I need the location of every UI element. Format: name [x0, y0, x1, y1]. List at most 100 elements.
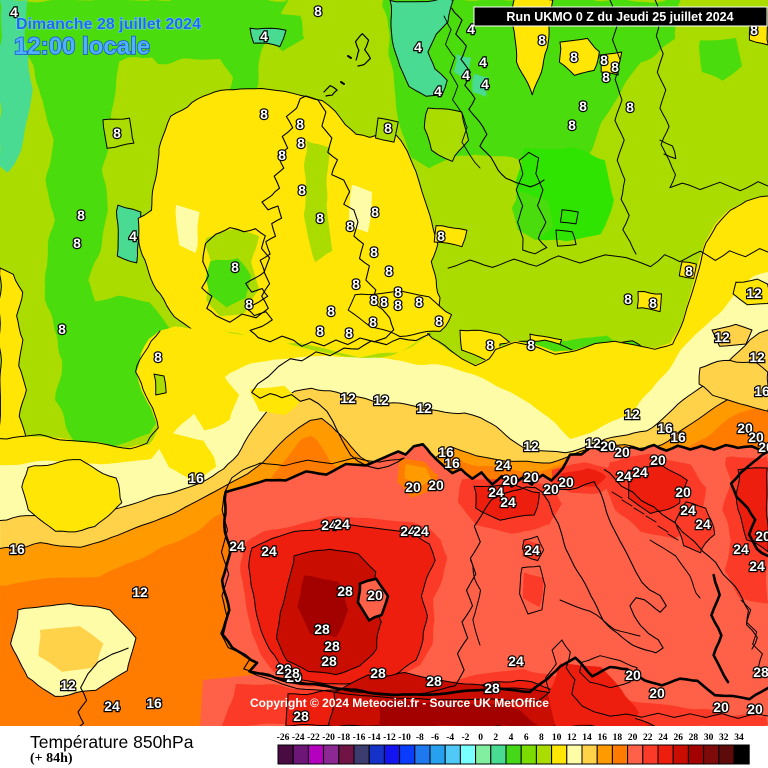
svg-text:8: 8	[568, 117, 576, 133]
svg-text:8: 8	[346, 218, 354, 234]
svg-text:26: 26	[673, 733, 683, 743]
svg-text:4: 4	[479, 54, 487, 70]
svg-text:24: 24	[500, 494, 516, 510]
svg-text:8: 8	[154, 349, 162, 365]
svg-text:24: 24	[229, 538, 245, 554]
svg-text:12: 12	[714, 329, 730, 345]
svg-text:24: 24	[616, 468, 632, 484]
svg-text:20: 20	[614, 444, 630, 460]
svg-text:-14: -14	[368, 733, 381, 743]
svg-text:8: 8	[73, 235, 81, 251]
svg-text:30: 30	[704, 733, 714, 743]
svg-text:4: 4	[260, 28, 268, 44]
svg-text:0: 0	[478, 733, 483, 743]
svg-text:8: 8	[345, 325, 353, 341]
svg-text:16: 16	[670, 429, 686, 445]
svg-text:8: 8	[385, 263, 393, 279]
svg-text:8: 8	[380, 294, 388, 310]
svg-text:8: 8	[231, 259, 239, 275]
svg-text:8: 8	[685, 263, 693, 279]
svg-text:4: 4	[462, 67, 470, 83]
svg-text:4: 4	[509, 733, 514, 743]
svg-text:8: 8	[394, 284, 402, 300]
svg-text:24: 24	[733, 541, 749, 557]
svg-text:24: 24	[104, 698, 120, 714]
svg-text:-26: -26	[277, 733, 290, 743]
svg-text:24: 24	[632, 464, 648, 480]
svg-text:6: 6	[524, 733, 529, 743]
svg-text:8: 8	[538, 32, 546, 48]
svg-text:12: 12	[373, 392, 389, 408]
svg-text:8: 8	[415, 294, 423, 310]
svg-text:4: 4	[481, 76, 489, 92]
svg-text:28: 28	[484, 680, 500, 696]
svg-text:-24: -24	[292, 733, 305, 743]
svg-text:-22: -22	[307, 733, 320, 743]
svg-text:Run UKMO 0 Z du Jeudi 25 juill: Run UKMO 0 Z du Jeudi 25 juillet 2024	[506, 10, 733, 24]
svg-text:24: 24	[334, 516, 350, 532]
svg-text:16: 16	[657, 420, 673, 436]
svg-text:20: 20	[625, 667, 641, 683]
svg-text:18: 18	[613, 733, 623, 743]
svg-text:Dimanche 28 juillet 2024: Dimanche 28 juillet 2024	[16, 16, 201, 33]
svg-text:12: 12	[567, 733, 577, 743]
svg-text:8: 8	[624, 291, 632, 307]
svg-text:8: 8	[649, 295, 657, 311]
svg-text:16: 16	[597, 733, 607, 743]
svg-text:20: 20	[523, 469, 539, 485]
svg-text:8: 8	[602, 69, 610, 85]
svg-text:12: 12	[60, 677, 76, 693]
svg-text:28: 28	[324, 638, 340, 654]
svg-text:12:00 locale: 12:00 locale	[14, 33, 150, 60]
svg-text:4: 4	[10, 4, 18, 20]
svg-text:8: 8	[384, 120, 392, 136]
svg-text:2: 2	[493, 733, 498, 743]
svg-text:4: 4	[434, 83, 442, 99]
svg-text:8: 8	[611, 59, 619, 75]
svg-text:-12: -12	[383, 733, 396, 743]
svg-text:8: 8	[626, 99, 634, 115]
svg-text:-16: -16	[353, 733, 366, 743]
svg-text:32: 32	[719, 733, 729, 743]
svg-text:20: 20	[558, 474, 574, 490]
svg-text:12: 12	[340, 390, 356, 406]
svg-text:24: 24	[524, 542, 540, 558]
svg-text:8: 8	[58, 321, 66, 337]
svg-text:20: 20	[428, 477, 444, 493]
svg-text:20: 20	[405, 479, 421, 495]
svg-text:-10: -10	[398, 733, 411, 743]
svg-text:20: 20	[650, 452, 666, 468]
svg-text:24: 24	[680, 502, 696, 518]
svg-text:10: 10	[552, 733, 562, 743]
svg-text:34: 34	[734, 733, 744, 743]
svg-text:8: 8	[370, 244, 378, 260]
svg-text:8: 8	[539, 733, 544, 743]
svg-text:20: 20	[543, 481, 559, 497]
svg-text:8: 8	[435, 313, 443, 329]
svg-text:4: 4	[129, 228, 137, 244]
svg-text:8: 8	[314, 3, 322, 19]
svg-text:8: 8	[296, 116, 304, 132]
svg-text:24: 24	[495, 457, 511, 473]
svg-text:8: 8	[570, 49, 578, 65]
svg-text:12: 12	[523, 438, 539, 454]
svg-text:8: 8	[527, 337, 535, 353]
svg-text:8: 8	[113, 125, 121, 141]
svg-text:8: 8	[750, 22, 758, 38]
svg-text:12: 12	[132, 584, 148, 600]
svg-text:20: 20	[675, 484, 691, 500]
svg-text:8: 8	[278, 147, 286, 163]
svg-text:16: 16	[188, 470, 204, 486]
svg-text:24: 24	[695, 516, 711, 532]
svg-text:28: 28	[426, 673, 442, 689]
svg-text:20: 20	[747, 701, 763, 717]
svg-text:8: 8	[394, 297, 402, 313]
svg-text:20: 20	[628, 733, 638, 743]
svg-text:4: 4	[467, 21, 475, 37]
svg-text:8: 8	[437, 228, 445, 244]
svg-text:20: 20	[286, 669, 302, 685]
svg-text:-8: -8	[416, 733, 424, 743]
svg-text:8: 8	[77, 207, 85, 223]
svg-text:16: 16	[9, 541, 25, 557]
svg-text:16: 16	[444, 455, 460, 471]
